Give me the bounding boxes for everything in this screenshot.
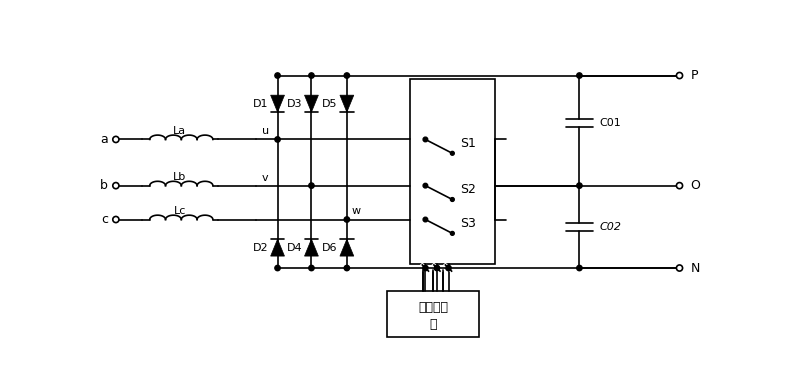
Circle shape	[309, 265, 314, 271]
Polygon shape	[305, 239, 318, 256]
Circle shape	[422, 265, 428, 271]
Circle shape	[309, 183, 314, 188]
Text: D5: D5	[322, 99, 338, 109]
Text: D4: D4	[286, 243, 302, 252]
Text: 矢量控制: 矢量控制	[418, 301, 448, 314]
Circle shape	[446, 265, 451, 271]
Text: a: a	[101, 133, 108, 146]
Polygon shape	[270, 95, 285, 112]
Text: O: O	[690, 179, 700, 192]
Polygon shape	[340, 95, 354, 112]
Text: N: N	[690, 261, 700, 274]
Circle shape	[344, 73, 350, 78]
Text: C02: C02	[599, 222, 622, 232]
Text: D3: D3	[286, 99, 302, 109]
Circle shape	[344, 217, 350, 222]
Bar	[410, 79, 494, 264]
Text: Lc: Lc	[174, 206, 186, 216]
Circle shape	[577, 183, 582, 188]
Circle shape	[677, 183, 682, 189]
Polygon shape	[340, 239, 354, 256]
Circle shape	[450, 231, 454, 235]
Text: D1: D1	[253, 99, 268, 109]
Circle shape	[577, 73, 582, 78]
Circle shape	[275, 73, 280, 78]
Text: D6: D6	[322, 243, 338, 252]
Text: c: c	[101, 213, 108, 226]
Circle shape	[450, 151, 454, 155]
Text: S1: S1	[460, 137, 476, 150]
Text: b: b	[100, 179, 108, 192]
Circle shape	[309, 73, 314, 78]
Text: P: P	[690, 69, 698, 82]
Circle shape	[275, 265, 280, 271]
Circle shape	[677, 73, 682, 79]
Text: 器: 器	[430, 318, 437, 331]
Text: La: La	[174, 126, 186, 136]
Polygon shape	[270, 239, 285, 256]
Circle shape	[423, 137, 428, 142]
Circle shape	[423, 183, 428, 188]
Circle shape	[113, 216, 119, 223]
Text: Lb: Lb	[173, 172, 186, 182]
Polygon shape	[305, 95, 318, 112]
Circle shape	[677, 265, 682, 271]
Circle shape	[113, 183, 119, 189]
Text: w: w	[351, 207, 361, 216]
Circle shape	[344, 265, 350, 271]
Bar	[387, 291, 479, 338]
Text: S2: S2	[460, 183, 476, 196]
Circle shape	[577, 265, 582, 271]
Circle shape	[450, 198, 454, 201]
Text: S3: S3	[460, 217, 476, 230]
Circle shape	[275, 137, 280, 142]
Circle shape	[434, 265, 440, 271]
Text: D2: D2	[253, 243, 268, 252]
Text: C01: C01	[599, 118, 621, 128]
Circle shape	[423, 217, 428, 222]
Circle shape	[113, 136, 119, 143]
Text: v: v	[262, 172, 269, 183]
Text: u: u	[262, 126, 270, 136]
